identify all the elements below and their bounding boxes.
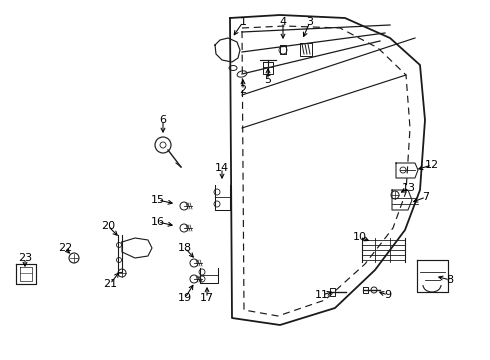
Text: 23: 23 — [18, 253, 32, 263]
Text: 8: 8 — [446, 275, 454, 285]
Text: 9: 9 — [385, 290, 392, 300]
Text: 20: 20 — [101, 221, 115, 231]
Text: 18: 18 — [178, 243, 192, 253]
Text: 14: 14 — [215, 163, 229, 173]
Text: 15: 15 — [151, 195, 165, 205]
Text: 16: 16 — [151, 217, 165, 227]
Text: 6: 6 — [160, 115, 167, 125]
Text: 12: 12 — [425, 160, 439, 170]
Text: 10: 10 — [353, 232, 367, 242]
Text: 1: 1 — [240, 17, 246, 27]
Text: 22: 22 — [58, 243, 72, 253]
Text: 7: 7 — [422, 192, 430, 202]
Text: 21: 21 — [103, 279, 117, 289]
Text: 17: 17 — [200, 293, 214, 303]
Text: 11: 11 — [315, 290, 329, 300]
Text: 3: 3 — [307, 17, 314, 27]
Text: 13: 13 — [402, 183, 416, 193]
Text: 5: 5 — [265, 75, 271, 85]
Text: 4: 4 — [279, 17, 287, 27]
Text: 19: 19 — [178, 293, 192, 303]
Text: 2: 2 — [240, 85, 246, 95]
